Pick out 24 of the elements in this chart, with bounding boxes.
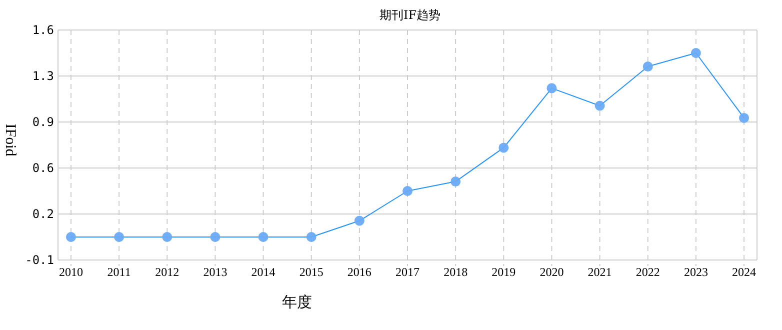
y-tick-label: 1.3 bbox=[32, 69, 54, 83]
x-axis-title: 年度 bbox=[282, 293, 312, 311]
x-tick-label: 2023 bbox=[684, 265, 708, 279]
x-tick-label: 2015 bbox=[299, 265, 324, 279]
chart-title: 期刊IF趋势 bbox=[379, 8, 441, 22]
x-tick-label: 2010 bbox=[58, 265, 83, 279]
x-tick-label: 2021 bbox=[588, 265, 612, 279]
x-tick-label: 2012 bbox=[155, 265, 180, 279]
y-tick-label: 0.6 bbox=[32, 161, 54, 175]
y-tick-label: 1.6 bbox=[32, 23, 54, 37]
x-tick-label: 2011 bbox=[107, 265, 131, 279]
x-tick-label: 2019 bbox=[492, 265, 516, 279]
x-tick-label: 2013 bbox=[203, 265, 228, 279]
x-tick-label: 2014 bbox=[251, 265, 276, 279]
y-tick-label: 0.9 bbox=[32, 115, 54, 129]
x-tick-label: 2018 bbox=[444, 265, 468, 279]
y-tick-label: -0.1 bbox=[25, 253, 54, 267]
y-tick-label: 0.2 bbox=[32, 207, 54, 221]
y-axis-title: IFoid bbox=[2, 124, 18, 157]
x-tick-label: 2016 bbox=[347, 265, 372, 279]
x-tick-label: 2020 bbox=[540, 265, 564, 279]
x-tick-label: 2024 bbox=[732, 265, 756, 279]
x-tick-label: 2017 bbox=[396, 265, 420, 279]
x-tick-label: 2022 bbox=[636, 265, 660, 279]
